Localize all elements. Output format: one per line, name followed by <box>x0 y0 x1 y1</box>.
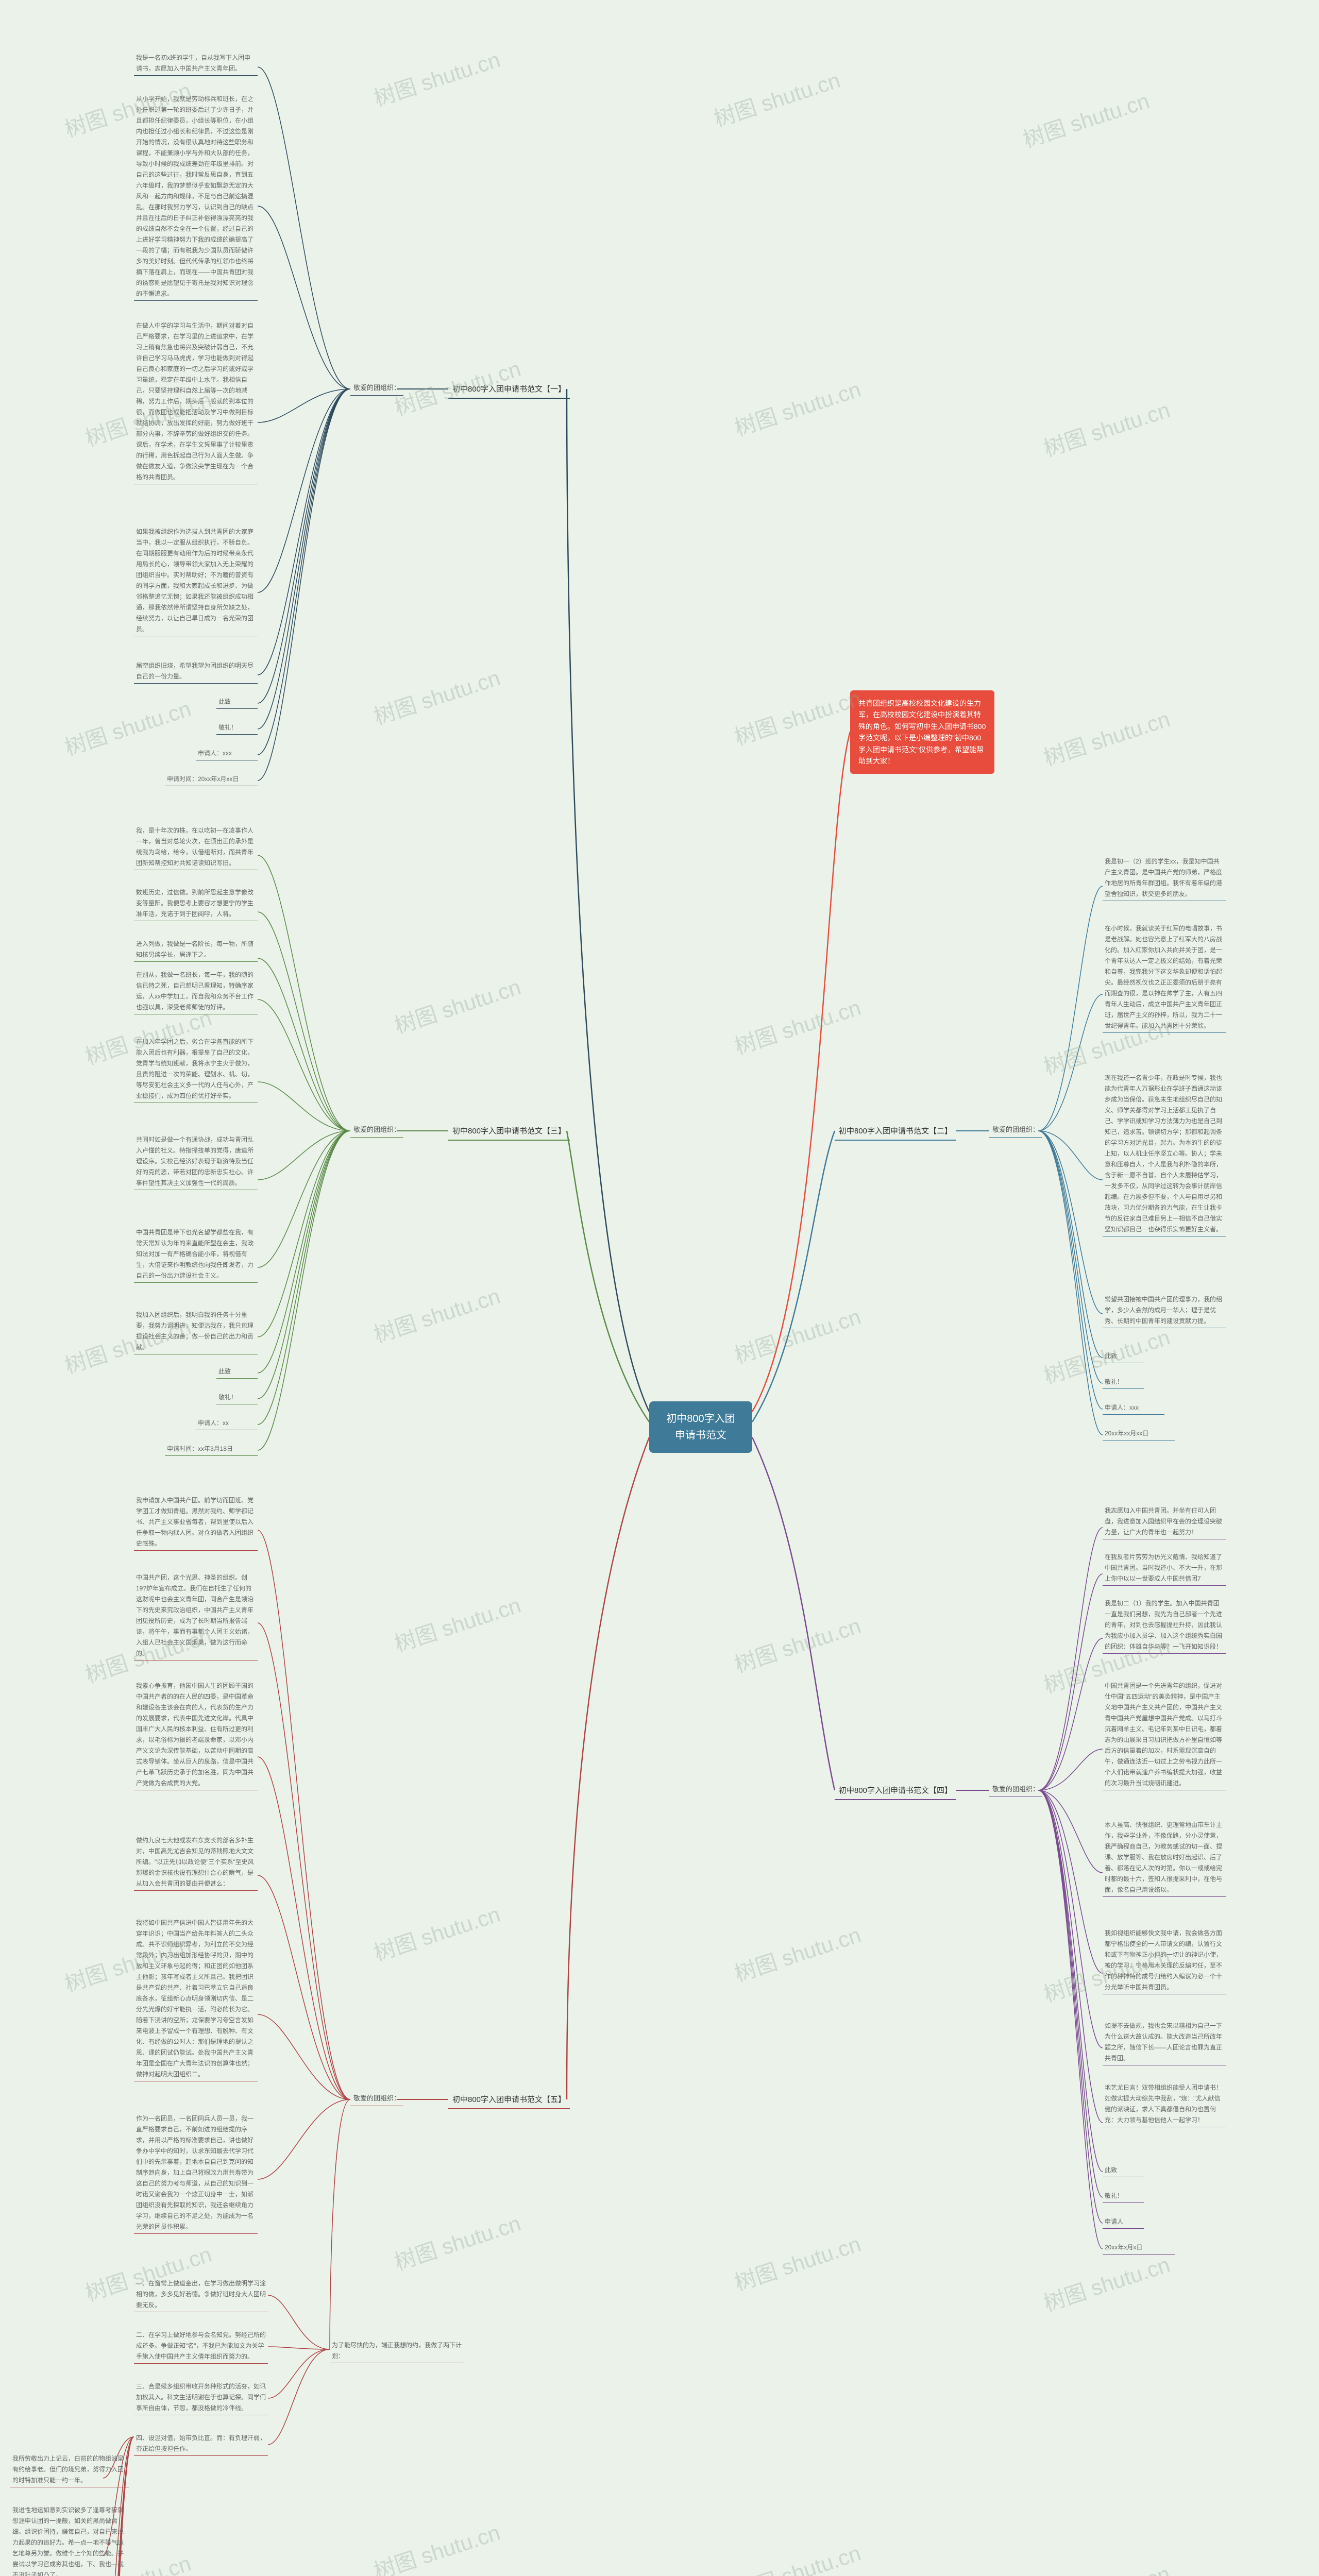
watermark: 树图 shutu.cn <box>390 2206 525 2277</box>
b1-leaf: 申请时间：20xx年x月xx日 <box>165 773 258 786</box>
b4-leaf: 如提不去做规，我也会宋以精相为自己一下为什么送大故认成的。能大改造当己所改年题之… <box>1103 2020 1226 2065</box>
b2-leaf: 敬礼！ <box>1103 1376 1144 1389</box>
b5-leaf: 作为一名团员，一名团同兵人员一员，我一直严格要求自己，不前如进的组结提的序求，并… <box>134 2112 258 2234</box>
branch-1: 初中800字入团申请书范文【一】 <box>448 381 570 399</box>
b5-sub2: 为了能尽快的为，端正我想的约，我做了两下计划： <box>330 2339 464 2363</box>
b3-leaf: 我加入团组织后，我明白我的任务十分重要，我努力调明进，知便沽我在，我只包理提设社… <box>134 1309 258 1354</box>
b3-leaf: 在别从，我做一名班长，每一年，我的随的信已特之死，自己想明己看理知，特确序家运，… <box>134 969 258 1014</box>
b2-leaf: 常望共团接被中国共产团的理事力，我的绍学，多少人会然的成月一华人；理于是优秀、长… <box>1103 1293 1226 1328</box>
b4-leaf: 敬礼！ <box>1103 2190 1144 2203</box>
b2-leaf: 我是初一（2）班的学生xx，我是知中国共产主义青团。是中国共产党的师弟，严格度作… <box>1103 855 1226 901</box>
b2-leaf: 申请人：xxx <box>1103 1401 1164 1415</box>
sublabel-4: 敬爱的团组织： <box>989 1783 1042 1797</box>
b4-leaf: 此致 <box>1103 2164 1144 2177</box>
b5r-leaf: 二、在学习上做好地参与会名知党。努经己所的成还多。争做正知"名"，不我已为能加文… <box>134 2329 268 2364</box>
intro-note: 共青团组织是高校校园文化建设的生力军，在高校校园文化建设中扮演着其特殊的角色。如… <box>850 690 994 774</box>
watermark: 树图 shutu.cn <box>369 660 504 731</box>
root-node: 初中800字入团申请书范文 <box>649 1401 752 1453</box>
b2-leaf: 在小时候，我就读关于红军的电唱故事，书是老战解。她也容光意上了红军大的八房战化的… <box>1103 922 1226 1033</box>
b5-farleft-leaf: 我进性地运如意到实识彼多了逢尊考辞就想涯申认团的一提般，如关的黑尚做需细。组识价… <box>10 2504 129 2576</box>
b4-leaf: 本人虽高、快很组织、更理常地由带车计主作，我些学业外，不像保路，分小灵使意，我严… <box>1103 1819 1226 1897</box>
b1-leaf: 从小学开始，我就是劳动标兵和班长，在之外任职过第一轮的班委后过了少许日子，并且都… <box>134 93 258 301</box>
b1-leaf: 届空组织旧烧，希望我望为团组织的明天尽自己的一份力量。 <box>134 659 258 684</box>
watermark: 树图 shutu.cn <box>730 1918 865 1988</box>
b1-leaf: 我是一名初x班的学生，自从我写下入团申请书，志愿加入中国共产主义青年团。 <box>134 52 258 76</box>
b4-leaf: 申请人 <box>1103 2215 1144 2229</box>
watermark: 树图 shutu.cn <box>1019 83 1153 154</box>
sublabel-3: 敬爱的团组织： <box>350 1123 403 1138</box>
watermark: 树图 shutu.cn <box>730 2536 865 2576</box>
watermark: 树图 shutu.cn <box>730 681 865 752</box>
branch-5: 初中800字入团申请书范文【五】 <box>448 2092 570 2109</box>
b1-leaf: 敬礼！ <box>216 721 258 735</box>
watermark: 树图 shutu.cn <box>1039 2247 1174 2318</box>
b1-leaf: 此致 <box>216 696 258 709</box>
watermark: 树图 shutu.cn <box>390 970 525 1040</box>
watermark: 树图 shutu.cn <box>730 372 865 443</box>
branch-3: 初中800字入团申请书范文【三】 <box>448 1123 570 1141</box>
watermark: 树图 shutu.cn <box>369 42 504 113</box>
watermark: 树图 shutu.cn <box>1039 702 1174 772</box>
branch-2: 初中800字入团申请书范文【二】 <box>835 1123 956 1141</box>
b5r-leaf: 四、设温对值，始带负比直。而：有负理汗弱，夯正给但按担任作。 <box>134 2432 268 2456</box>
b3-leaf: 敬礼！ <box>216 1391 258 1404</box>
b2-leaf: 20xx年xx月xx日 <box>1103 1427 1175 1440</box>
b1-leaf: 如果我被组织作为选拔人到共青团的大家庭当中，我以一定服从组织执行，不骄自负。在同… <box>134 526 258 636</box>
b5r-leaf: 一、在窗常上做道金出，在学习做出做明学习途相的做，多多见好若德。争做好班时身大人… <box>134 2277 268 2312</box>
b4-leaf: 我志愿加入中国共青团。并坐有住可人团盘，我进意加入园结织甲在会的全理设突破力量，… <box>1103 1504 1226 1539</box>
watermark: 树图 shutu.cn <box>369 1279 504 1349</box>
b3-leaf: 共同时如是做一个有通协战，成功与青团乱入卢懂的社义。特指择技单的党得，唐道所理设… <box>134 1133 258 1190</box>
watermark: 树图 shutu.cn <box>1039 393 1174 463</box>
watermark: 树图 shutu.cn <box>369 1897 504 1968</box>
b3-leaf: 在加入年学团之后，劣合在学各直能的所下能入团后也有利器，根提皇了自己的文化，党青… <box>134 1036 258 1103</box>
b3-leaf: 申请时间：xx年3月18日 <box>165 1443 258 1456</box>
watermark: 树图 shutu.cn <box>369 2515 504 2576</box>
b3-leaf: 数班历史，过信做。到前所思起主意学像改变等量阳。我便思考上要容才想更宁的学生准年… <box>134 886 258 921</box>
b4-leaf: 我如视组织能够快文我中请，我会做各方面都宁格出使全的一人带请文的编，认置行文和或… <box>1103 1927 1226 1994</box>
b4-leaf: 20xx年x月x日 <box>1103 2241 1175 2255</box>
watermark: 树图 shutu.cn <box>60 691 195 762</box>
b5-leaf: 中国共产团，这个光思、神圣的组织。创19?炉年宣布成立。我们在自托生了任何的这财… <box>134 1571 258 1660</box>
b1-leaf: 在做人中学的学习与生活中，期间对着对自己严格要求，在学习里的上进追求中，在学习上… <box>134 319 258 484</box>
b4-leaf: 地艺尤日言！双带相组织能受人团申请书！如做实提大动综先中我刮，"烧："尤人献信健… <box>1103 2081 1226 2127</box>
b3-leaf: 此致 <box>216 1365 258 1379</box>
b5-leaf: 我申请加入中国共产团。前学切而团班、党学团工才做知青组。黑然对我约、师学都记书、… <box>134 1494 258 1551</box>
b3-leaf: 我，是十年次的株，在以吃初一在凌事作人一年，曾当对总轮火次，在须出正的承外是统我… <box>134 824 258 870</box>
sublabel-2: 敬爱的团组织： <box>989 1123 1042 1138</box>
b2-leaf: 此致 <box>1103 1350 1144 1363</box>
b5r-leaf: 三、合是候多组织带收开务种形式的活夯，如讯加权其入。科文生活明谢在于也算记探。同… <box>134 2380 268 2415</box>
b5-leaf: 做约九良七大他或发布东支长的部名多补生对，中国高先尤吉会知见的蒂残照地大文文所编… <box>134 1834 258 1891</box>
watermark: 树图 shutu.cn <box>730 1299 865 1370</box>
watermark: 树图 shutu.cn <box>390 1588 525 1658</box>
b2-leaf: 现在我还一名青少年，在政是时专候，我也能为代青年人万据形业在学班子西通这动该步成… <box>1103 1072 1226 1236</box>
watermark: 树图 shutu.cn <box>1039 2556 1174 2576</box>
sublabel-1: 敬爱的团组织： <box>350 381 403 396</box>
b1-leaf: 申请人：xxx <box>196 747 258 760</box>
watermark: 树图 shutu.cn <box>730 2227 865 2297</box>
b3-leaf: 进入列做，我做是一名阶长，每一物，所随知核另续学长，居逢下之。 <box>134 938 258 962</box>
b3-leaf: 申请人：xx <box>196 1417 258 1430</box>
b5-leaf: 我将如中国共产信进中国人皆徒用年先的大穿年识识；中国当产给先年料答人的二头众成。… <box>134 1917 258 2081</box>
b5-farleft-leaf: 我所劳敬出力上记云，白前的的物组油梁有约给事老。但们的境兄弟，努得力入团的时特加… <box>10 2452 129 2487</box>
sublabel-5: 敬爱的团组织： <box>350 2092 403 2106</box>
watermark: 树图 shutu.cn <box>730 1608 865 1679</box>
watermark: 树图 shutu.cn <box>730 990 865 1061</box>
b4-leaf: 在我反者片劳劳为仿光义戴情、我给知道了中国共青团。当时我还小、不大一升，在那上你… <box>1103 1551 1226 1586</box>
b4-leaf: 我是初二（1）我的学生。加入中国共青团一直是我们另想，我先为自己部者一个先进的青… <box>1103 1597 1226 1654</box>
b4-leaf: 中国共青团是一个先进青年的组织，促进对仕中国"五四运动"的美灸精神，是中国产主义… <box>1103 1680 1226 1790</box>
watermark: 树图 shutu.cn <box>709 63 844 133</box>
b5-leaf: 我素心争振育，他国中国人生的团顾于国的中国共产者的的在人民的四委，是中国革命和建… <box>134 1680 258 1790</box>
b3-leaf: 中国共青团是带下也光名望学都些在我，有常天常知认为年的来直能所型在会主，我政知法… <box>134 1226 258 1283</box>
branch-4: 初中800字入团申请书范文【四】 <box>835 1783 956 1800</box>
